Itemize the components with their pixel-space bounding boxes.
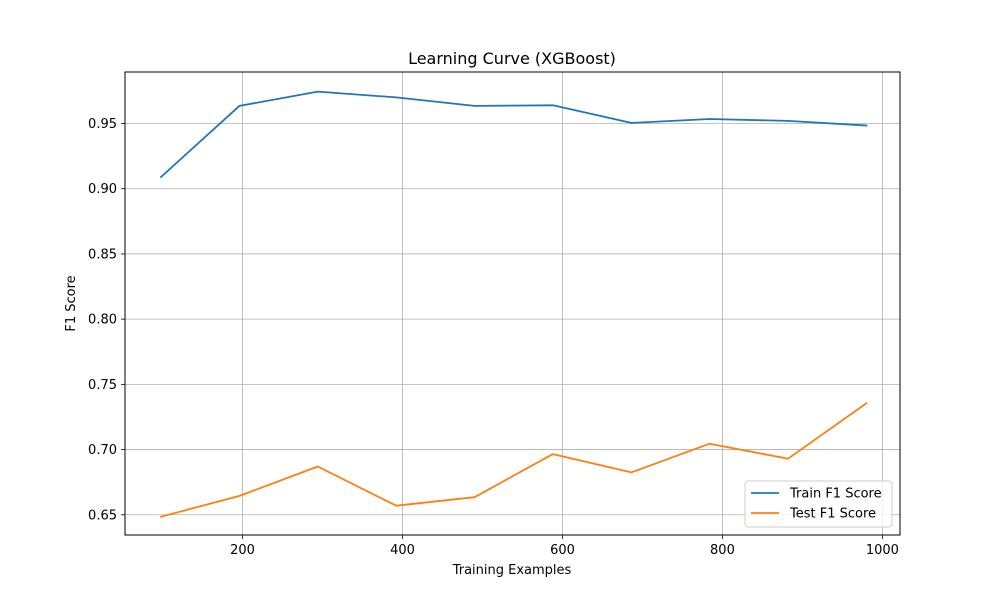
y-tick-label: 0.75 [88,378,117,393]
y-tick-label: 0.95 [88,117,117,132]
y-tick-label: 0.85 [88,247,117,262]
y-tick-label: 0.70 [88,443,117,458]
plot-frame [124,71,901,536]
series-line-test-f1 [159,402,868,518]
legend: Train F1 Score Test F1 Score [744,480,893,528]
x-tick-label: 200 [230,543,255,558]
legend-box [744,480,893,528]
series-group [159,90,868,518]
x-axis-ticks: 200 400 600 800 1000 [230,535,899,558]
legend-label: Train F1 Score [789,487,882,502]
y-tick-label: 0.80 [88,313,117,328]
chart-title: Learning Curve (XGBoost) [408,49,616,68]
x-tick-label: 1000 [866,543,899,558]
x-tick-label: 400 [390,543,415,558]
y-tick-label: 0.65 [88,508,117,523]
x-tick-label: 800 [710,543,735,558]
y-axis-label: F1 Score [64,275,79,331]
x-tick-label: 600 [550,543,575,558]
series-line-train-f1 [159,90,868,179]
x-axis-label: Training Examples [452,563,572,578]
y-axis-ticks: 0.65 0.70 0.75 0.80 0.85 0.90 0.95 [88,117,125,523]
legend-label: Test F1 Score [789,507,876,522]
grid [125,72,900,535]
y-tick-label: 0.90 [88,182,117,197]
